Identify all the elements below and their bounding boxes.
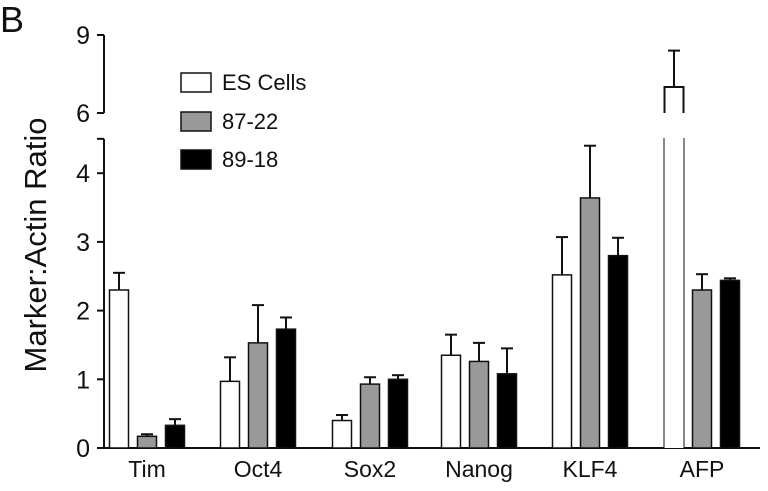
y-tick-label: 1 [76,366,90,394]
bar [496,373,518,449]
legend-label: 89-18 [222,147,278,172]
panel-label: B [0,0,24,40]
legend-label: 87-22 [222,109,278,134]
x-tick-label: Tim [128,456,165,482]
x-tick-label: Nanog [445,456,513,482]
bar-upper-segment [663,86,685,113]
bar [387,378,409,449]
bar [247,342,269,449]
x-tick-label: KLF4 [563,456,618,482]
y-tick-label: 3 [76,229,90,257]
bar [691,289,713,449]
bar [136,435,158,449]
y-axis-label: Marker:Actin Ratio [18,118,53,373]
bar-lower-fill [664,138,684,448]
y-tick-label: 4 [76,160,90,188]
bar [331,419,353,449]
legend-swatch [180,72,212,93]
bar [468,360,490,449]
y-tick-label: 6 [76,100,90,128]
x-tick-label: AFP [680,456,725,482]
bar [164,424,186,449]
bar [579,197,601,449]
bar [219,380,241,449]
legend-label: ES Cells [222,70,306,95]
x-tick-label: Sox2 [344,456,396,482]
bar [108,289,130,449]
bar [607,254,629,449]
legend-swatch [180,111,212,132]
bar [719,279,741,449]
x-tick-label: Oct4 [234,456,283,482]
bar [551,274,573,449]
y-tick-label: 0 [76,435,90,463]
y-tick-label: 9 [76,22,90,50]
bar [275,328,297,449]
bar [359,383,381,449]
bar [440,354,462,449]
legend-swatch [180,149,212,170]
y-tick-label: 2 [76,298,90,326]
